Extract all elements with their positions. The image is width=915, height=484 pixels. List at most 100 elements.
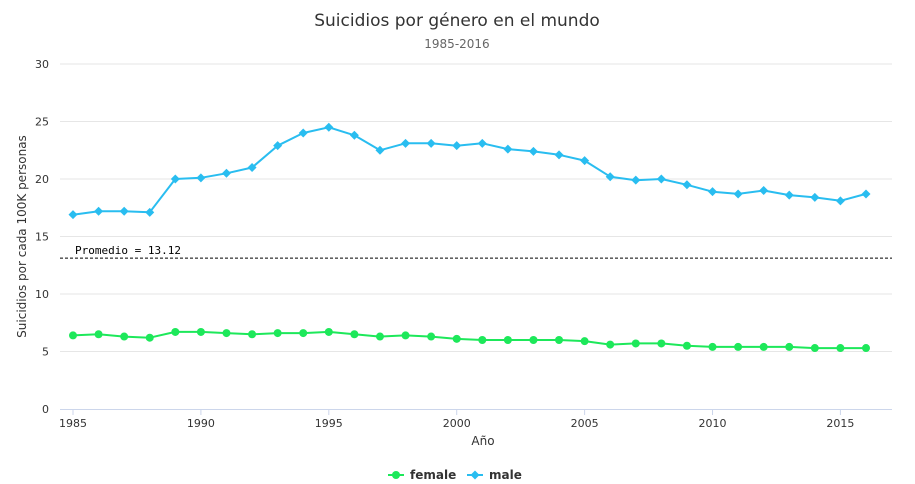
- data-point-female: [222, 329, 231, 338]
- grid-lines: [60, 63, 892, 352]
- y-tick-label: 5: [42, 346, 49, 359]
- series-line-male: [72, 126, 867, 216]
- legend-marker: [392, 471, 400, 479]
- series-line-female: [72, 330, 866, 350]
- data-point-male: [94, 206, 104, 216]
- data-point-female: [273, 329, 282, 338]
- data-point-female: [145, 333, 154, 342]
- data-point-male: [196, 173, 206, 183]
- data-point-female: [196, 327, 205, 336]
- data-point-male: [528, 146, 538, 156]
- data-point-male: [810, 192, 820, 202]
- data-point-male: [247, 163, 257, 172]
- data-point-female: [171, 327, 180, 336]
- data-point-male: [298, 128, 308, 138]
- x-tick-label: 2010: [699, 417, 727, 430]
- data-point-male: [273, 141, 283, 151]
- data-point-female: [299, 329, 308, 338]
- legend-marker: [470, 470, 480, 480]
- series-male: [68, 122, 871, 220]
- data-point-female: [555, 336, 564, 344]
- data-point-female: [631, 339, 640, 348]
- data-point-male: [708, 187, 718, 197]
- data-point-male: [656, 174, 666, 184]
- data-point-female: [810, 344, 819, 353]
- data-point-female: [324, 327, 333, 336]
- y-axis-ticks: 0 5 10 15 20 25 30: [35, 58, 49, 416]
- y-axis-label: Suicidios por cada 100K personas: [15, 135, 29, 338]
- data-point-male: [119, 206, 129, 216]
- data-point-male: [426, 138, 436, 148]
- data-point-female: [478, 336, 487, 344]
- data-point-female: [580, 337, 589, 346]
- data-point-male: [784, 190, 794, 200]
- data-point-male: [861, 189, 871, 199]
- data-point-male: [477, 138, 487, 148]
- x-tick-label: 2005: [571, 417, 599, 430]
- data-point-female: [734, 342, 743, 351]
- x-axis-ticks: 1985 1990 1995 2000 2005 2010 2015: [59, 409, 854, 430]
- data-point-female: [120, 332, 129, 341]
- series-layer: [68, 122, 871, 353]
- data-point-male: [170, 174, 180, 184]
- data-point-male: [835, 196, 845, 206]
- chart-title: Suicidios por género en el mundo: [314, 11, 600, 31]
- x-axis-label: Año: [471, 434, 494, 448]
- legend: female male: [388, 468, 522, 482]
- data-point-male: [145, 207, 155, 217]
- legend-item-female: female: [388, 468, 456, 482]
- data-point-male: [324, 122, 334, 132]
- y-tick-label: 25: [35, 116, 49, 129]
- x-tick-label: 1995: [315, 417, 343, 430]
- y-tick-label: 15: [35, 231, 49, 244]
- data-point-female: [862, 344, 870, 353]
- data-point-male: [605, 172, 615, 182]
- data-point-male: [580, 156, 590, 166]
- data-point-male: [401, 138, 411, 148]
- data-point-male: [554, 150, 564, 160]
- data-point-male: [733, 189, 743, 199]
- legend-item-male: male: [467, 468, 522, 482]
- series-female: [69, 327, 870, 353]
- data-point-female: [452, 334, 461, 343]
- data-point-female: [248, 330, 257, 339]
- x-tick-label: 2015: [826, 417, 854, 430]
- data-point-female: [350, 330, 359, 339]
- x-tick-label: 1985: [59, 417, 87, 430]
- data-point-female: [682, 341, 691, 350]
- data-point-male: [375, 145, 385, 155]
- chart-subtitle: 1985-2016: [424, 37, 489, 51]
- data-point-male: [349, 130, 359, 140]
- data-point-male: [221, 168, 231, 178]
- legend-label: male: [489, 468, 522, 482]
- data-point-female: [657, 339, 666, 348]
- y-tick-label: 30: [35, 58, 49, 71]
- legend-label: female: [410, 468, 456, 482]
- y-tick-label: 20: [35, 173, 49, 186]
- data-point-female: [785, 342, 794, 351]
- x-tick-label: 1990: [187, 417, 215, 430]
- data-point-female: [401, 331, 410, 340]
- data-point-female: [503, 336, 512, 344]
- data-point-female: [375, 332, 384, 341]
- data-point-female: [529, 336, 538, 344]
- mean-label: Promedio = 13.12: [75, 244, 181, 257]
- y-tick-label: 10: [35, 288, 49, 301]
- data-point-female: [94, 330, 103, 339]
- y-tick-label: 0: [42, 403, 49, 416]
- annotations: Promedio = 13.12: [60, 244, 892, 259]
- data-point-male: [503, 144, 513, 154]
- data-point-male: [682, 180, 692, 190]
- data-point-female: [606, 340, 615, 349]
- x-tick-label: 2000: [443, 417, 471, 430]
- data-point-female: [759, 342, 768, 351]
- data-point-female: [708, 342, 717, 351]
- data-point-male: [631, 175, 641, 185]
- data-point-male: [68, 210, 78, 220]
- data-point-male: [759, 186, 769, 195]
- data-point-male: [452, 141, 462, 151]
- data-point-female: [836, 344, 845, 353]
- data-point-female: [427, 332, 436, 341]
- data-point-female: [69, 331, 77, 340]
